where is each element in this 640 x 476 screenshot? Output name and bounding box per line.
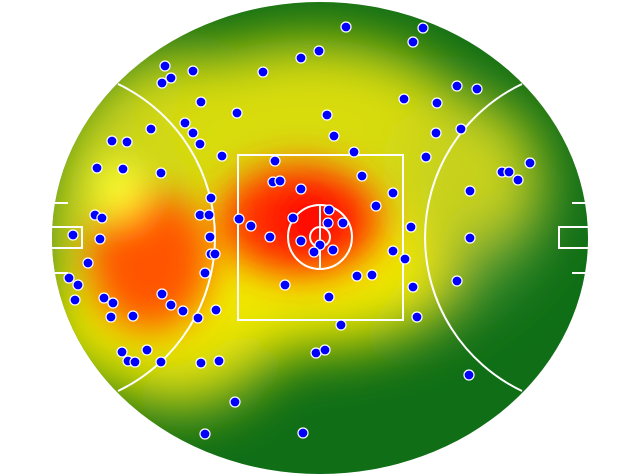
point [199,267,211,279]
point [127,310,139,322]
point [165,72,177,84]
point [512,174,524,186]
point [464,232,476,244]
point [94,233,106,245]
point [314,239,326,251]
point [229,396,241,408]
point [155,167,167,179]
point [72,279,84,291]
point [91,162,103,174]
point [335,319,347,331]
point [279,279,291,291]
point [117,163,129,175]
point [116,346,128,358]
point [387,187,399,199]
point [129,356,141,368]
point [451,275,463,287]
point [210,304,222,316]
point [370,200,382,212]
point [165,299,177,311]
point [295,235,307,247]
point [405,221,417,233]
point [323,204,335,216]
point [328,130,340,142]
point [274,175,286,187]
point [464,185,476,197]
point [321,109,333,121]
point [82,257,94,269]
point [177,305,189,317]
point [295,183,307,195]
point [399,253,411,265]
point [524,157,536,169]
point [105,311,117,323]
point [145,123,157,135]
point [348,146,360,158]
point [366,269,378,281]
point [295,52,307,64]
point [297,427,309,439]
point [337,217,349,229]
point [313,45,325,57]
point [451,80,463,92]
point [155,356,167,368]
point [195,357,207,369]
point [141,344,153,356]
point [96,212,108,224]
point [327,244,339,256]
point [407,36,419,48]
point [187,65,199,77]
point [257,66,269,78]
point [199,428,211,440]
point [106,135,118,147]
point [203,209,215,221]
point [179,117,191,129]
point [471,83,483,95]
point [287,212,299,224]
point [63,272,75,284]
point [98,292,110,304]
point [269,155,281,167]
point [187,127,199,139]
point [213,355,225,367]
point [192,312,204,324]
point [417,22,429,34]
point [107,297,119,309]
point [398,93,410,105]
point [340,21,352,33]
point [503,166,515,178]
point [455,123,467,135]
point [245,220,257,232]
point [356,170,368,182]
point [420,151,432,163]
point [205,192,217,204]
point [216,150,228,162]
points [63,21,536,440]
point [387,245,399,257]
point [264,231,276,243]
point [319,344,331,356]
point [322,217,334,229]
point [69,294,81,306]
point [194,138,206,150]
point [431,97,443,109]
point [323,291,335,303]
point [430,127,442,139]
point [233,213,245,225]
point [159,60,171,72]
point [156,77,168,89]
point [67,229,79,241]
point [411,311,423,323]
point [308,246,320,258]
point [351,270,363,282]
point [407,281,419,293]
point [209,248,221,260]
point [204,231,216,243]
point [156,288,168,300]
point [231,107,243,119]
point [195,96,207,108]
point [463,369,475,381]
point [121,136,133,148]
